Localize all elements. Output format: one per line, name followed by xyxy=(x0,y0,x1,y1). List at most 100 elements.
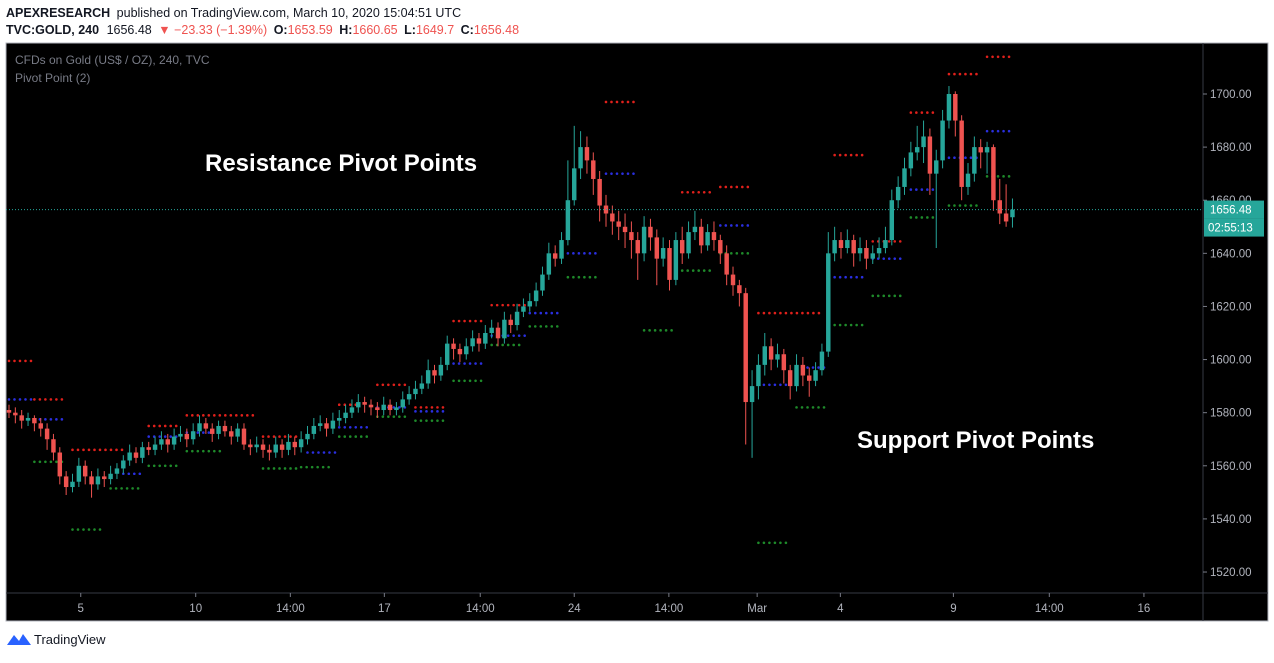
candle-body xyxy=(489,327,494,334)
x-tick-label: 5 xyxy=(78,603,84,615)
candle-body xyxy=(730,274,736,286)
candle-body xyxy=(82,465,88,477)
y-tick-label: 1620.00 xyxy=(1210,301,1252,313)
change: ▼ −23.33 (−1.39%) xyxy=(158,23,267,37)
last-price: 1656.48 xyxy=(107,23,152,37)
candle-body xyxy=(616,221,621,227)
candle-body xyxy=(375,407,380,411)
candle-body xyxy=(152,444,158,450)
candle-body xyxy=(51,439,56,453)
candle-body xyxy=(762,346,767,365)
candle-body xyxy=(737,285,742,294)
candle-body xyxy=(514,311,520,326)
candle-body xyxy=(1010,209,1015,218)
x-tick-label: 9 xyxy=(950,603,956,615)
last-price-label: 1656.48 xyxy=(1210,205,1252,217)
candle-body xyxy=(667,248,672,280)
candle-body xyxy=(483,333,488,344)
candle-body xyxy=(419,383,425,389)
annotation: Resistance Pivot Points xyxy=(205,150,477,177)
candle-body xyxy=(330,420,336,429)
candle-body xyxy=(641,226,647,254)
candle-body xyxy=(248,444,253,448)
candle-body xyxy=(705,232,710,246)
candle-body xyxy=(597,178,602,206)
candle-body xyxy=(305,433,310,440)
candle-body xyxy=(209,428,215,434)
candle-body xyxy=(629,232,634,241)
candle-body xyxy=(902,168,907,187)
candle-body xyxy=(851,240,856,254)
candle-body xyxy=(343,412,348,418)
published: published on TradingView.com, March 10, … xyxy=(117,6,461,20)
candle-body xyxy=(997,200,1002,214)
candle-body xyxy=(965,173,971,187)
y-tick-label: 1600.00 xyxy=(1210,355,1252,367)
candle-body xyxy=(826,253,831,352)
candle-body xyxy=(241,428,247,445)
candle-body xyxy=(699,226,704,246)
candle-body xyxy=(457,348,463,355)
candle-body xyxy=(565,200,571,241)
indicator-label: Pivot Point (2) xyxy=(15,71,90,85)
x-tick-label: 14:00 xyxy=(654,603,683,615)
candle-body xyxy=(349,407,355,413)
publisher: APEXRESEARCH xyxy=(6,6,110,20)
candle-body xyxy=(533,290,539,302)
candle-body xyxy=(813,370,818,381)
candle-body xyxy=(222,425,228,432)
symbol: TVC:GOLD, 240 xyxy=(6,23,99,37)
candle-body xyxy=(171,436,177,445)
candle-body xyxy=(133,452,139,458)
candle-body xyxy=(286,441,291,450)
candle-body xyxy=(559,240,564,259)
x-tick-label: 17 xyxy=(378,603,391,615)
plot xyxy=(6,55,1203,545)
candle-body xyxy=(984,147,990,153)
candle-body xyxy=(476,338,482,344)
candle-body xyxy=(464,346,469,355)
candle-body xyxy=(6,410,12,413)
candle-body xyxy=(540,274,545,291)
x-tick-label: 14:00 xyxy=(466,603,495,615)
candle-body xyxy=(444,343,450,365)
candle-body xyxy=(819,351,825,371)
countdown-tag xyxy=(1204,218,1264,237)
candle-body xyxy=(622,226,628,233)
candle-body xyxy=(317,423,323,426)
x-tick-label: 24 xyxy=(568,603,581,615)
x-tick-label: Mar xyxy=(747,603,767,615)
candle-body xyxy=(121,460,126,469)
candle-body xyxy=(610,213,615,222)
candle-body xyxy=(381,404,386,411)
candle-body xyxy=(552,253,558,259)
candle-body xyxy=(260,444,266,450)
candle-body xyxy=(89,476,94,485)
candle-body xyxy=(889,200,895,241)
candle-body xyxy=(368,404,374,408)
candle-body xyxy=(692,226,698,233)
candle-body xyxy=(756,364,761,387)
candle-body xyxy=(235,428,240,437)
y-tick-label: 1640.00 xyxy=(1210,248,1252,260)
candle-body xyxy=(324,423,329,429)
candle-body xyxy=(991,147,996,201)
brand: TradingView xyxy=(34,632,106,647)
chart-frame xyxy=(5,42,1269,622)
candle-body xyxy=(362,402,367,405)
candle-body xyxy=(660,248,666,259)
candle-body xyxy=(76,465,82,482)
candle-body xyxy=(406,394,412,400)
candle-body xyxy=(781,354,787,371)
countdown-label: 02:55:13 xyxy=(1208,223,1253,235)
candle-body xyxy=(146,447,151,450)
candle-body xyxy=(572,168,577,201)
ohlc-line: TVC:GOLD, 240 1656.48 ▼ −23.33 (−1.39%) … xyxy=(6,23,519,37)
candle-body xyxy=(356,402,361,408)
candle-body xyxy=(387,404,393,411)
candle-body xyxy=(603,205,609,214)
candle-body xyxy=(127,452,132,461)
candle-body xyxy=(470,338,475,347)
candle-body xyxy=(178,433,183,437)
